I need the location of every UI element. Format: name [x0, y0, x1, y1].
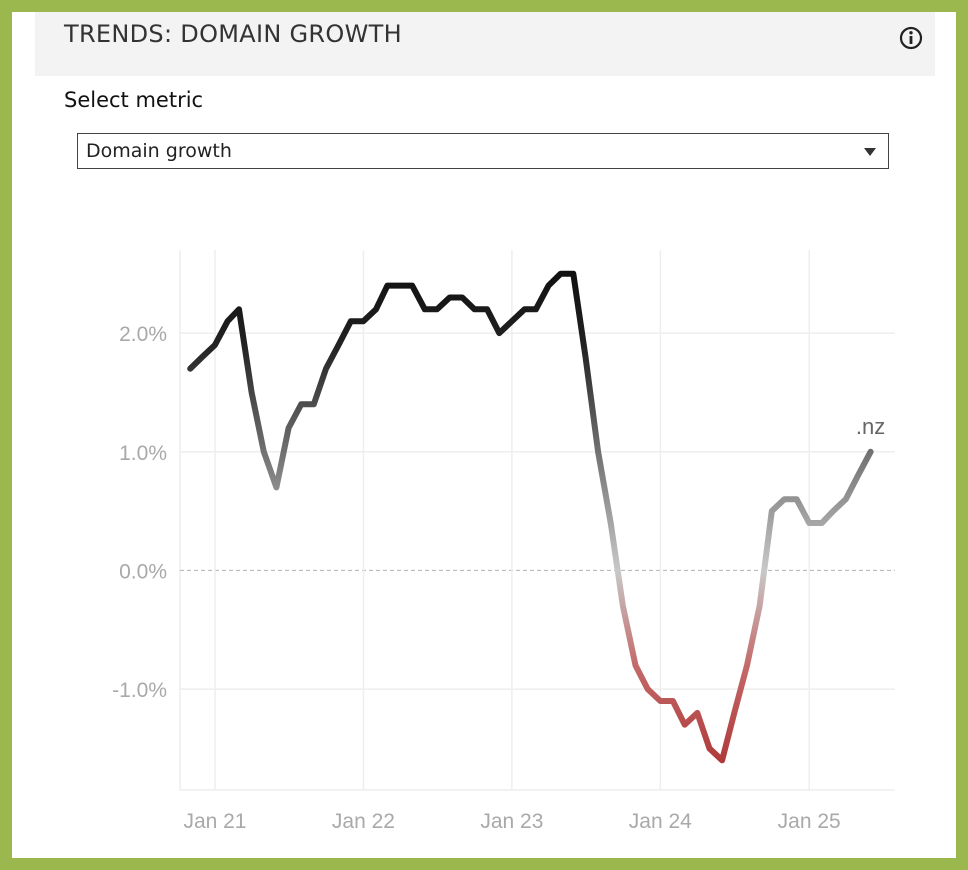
x-tick-label: Jan 25 — [778, 810, 841, 833]
info-circle-icon[interactable] — [899, 26, 923, 50]
y-tick-label: 0.0% — [119, 560, 167, 583]
y-tick-label: 1.0% — [119, 442, 167, 465]
metric-select-label: Select metric — [64, 88, 204, 112]
series-label: .nz — [856, 414, 885, 439]
chart-axes: 2.0% 1.0% 0.0% -1.0% Jan 21 Jan 22 Jan 23 Jan 2… — [112, 323, 841, 833]
series-line[interactable] — [187, 270, 874, 764]
metric-select-value: Domain growth — [86, 140, 232, 162]
x-tick-label: Jan 24 — [629, 810, 692, 833]
x-tick-label: Jan 23 — [480, 810, 543, 833]
x-tick-label: Jan 21 — [183, 810, 246, 833]
y-tick-label: 2.0% — [119, 323, 167, 346]
chart-grid — [179, 250, 895, 791]
card-header: TRENDS: DOMAIN GROWTH — [35, 12, 935, 76]
y-tick-label: -1.0% — [112, 679, 167, 702]
card-title: TRENDS: DOMAIN GROWTH — [64, 20, 402, 48]
chart-series: .nz — [187, 270, 885, 764]
chevron-down-icon — [864, 148, 876, 156]
metric-select[interactable]: Domain growth — [77, 133, 889, 169]
x-tick-label: Jan 22 — [332, 810, 395, 833]
